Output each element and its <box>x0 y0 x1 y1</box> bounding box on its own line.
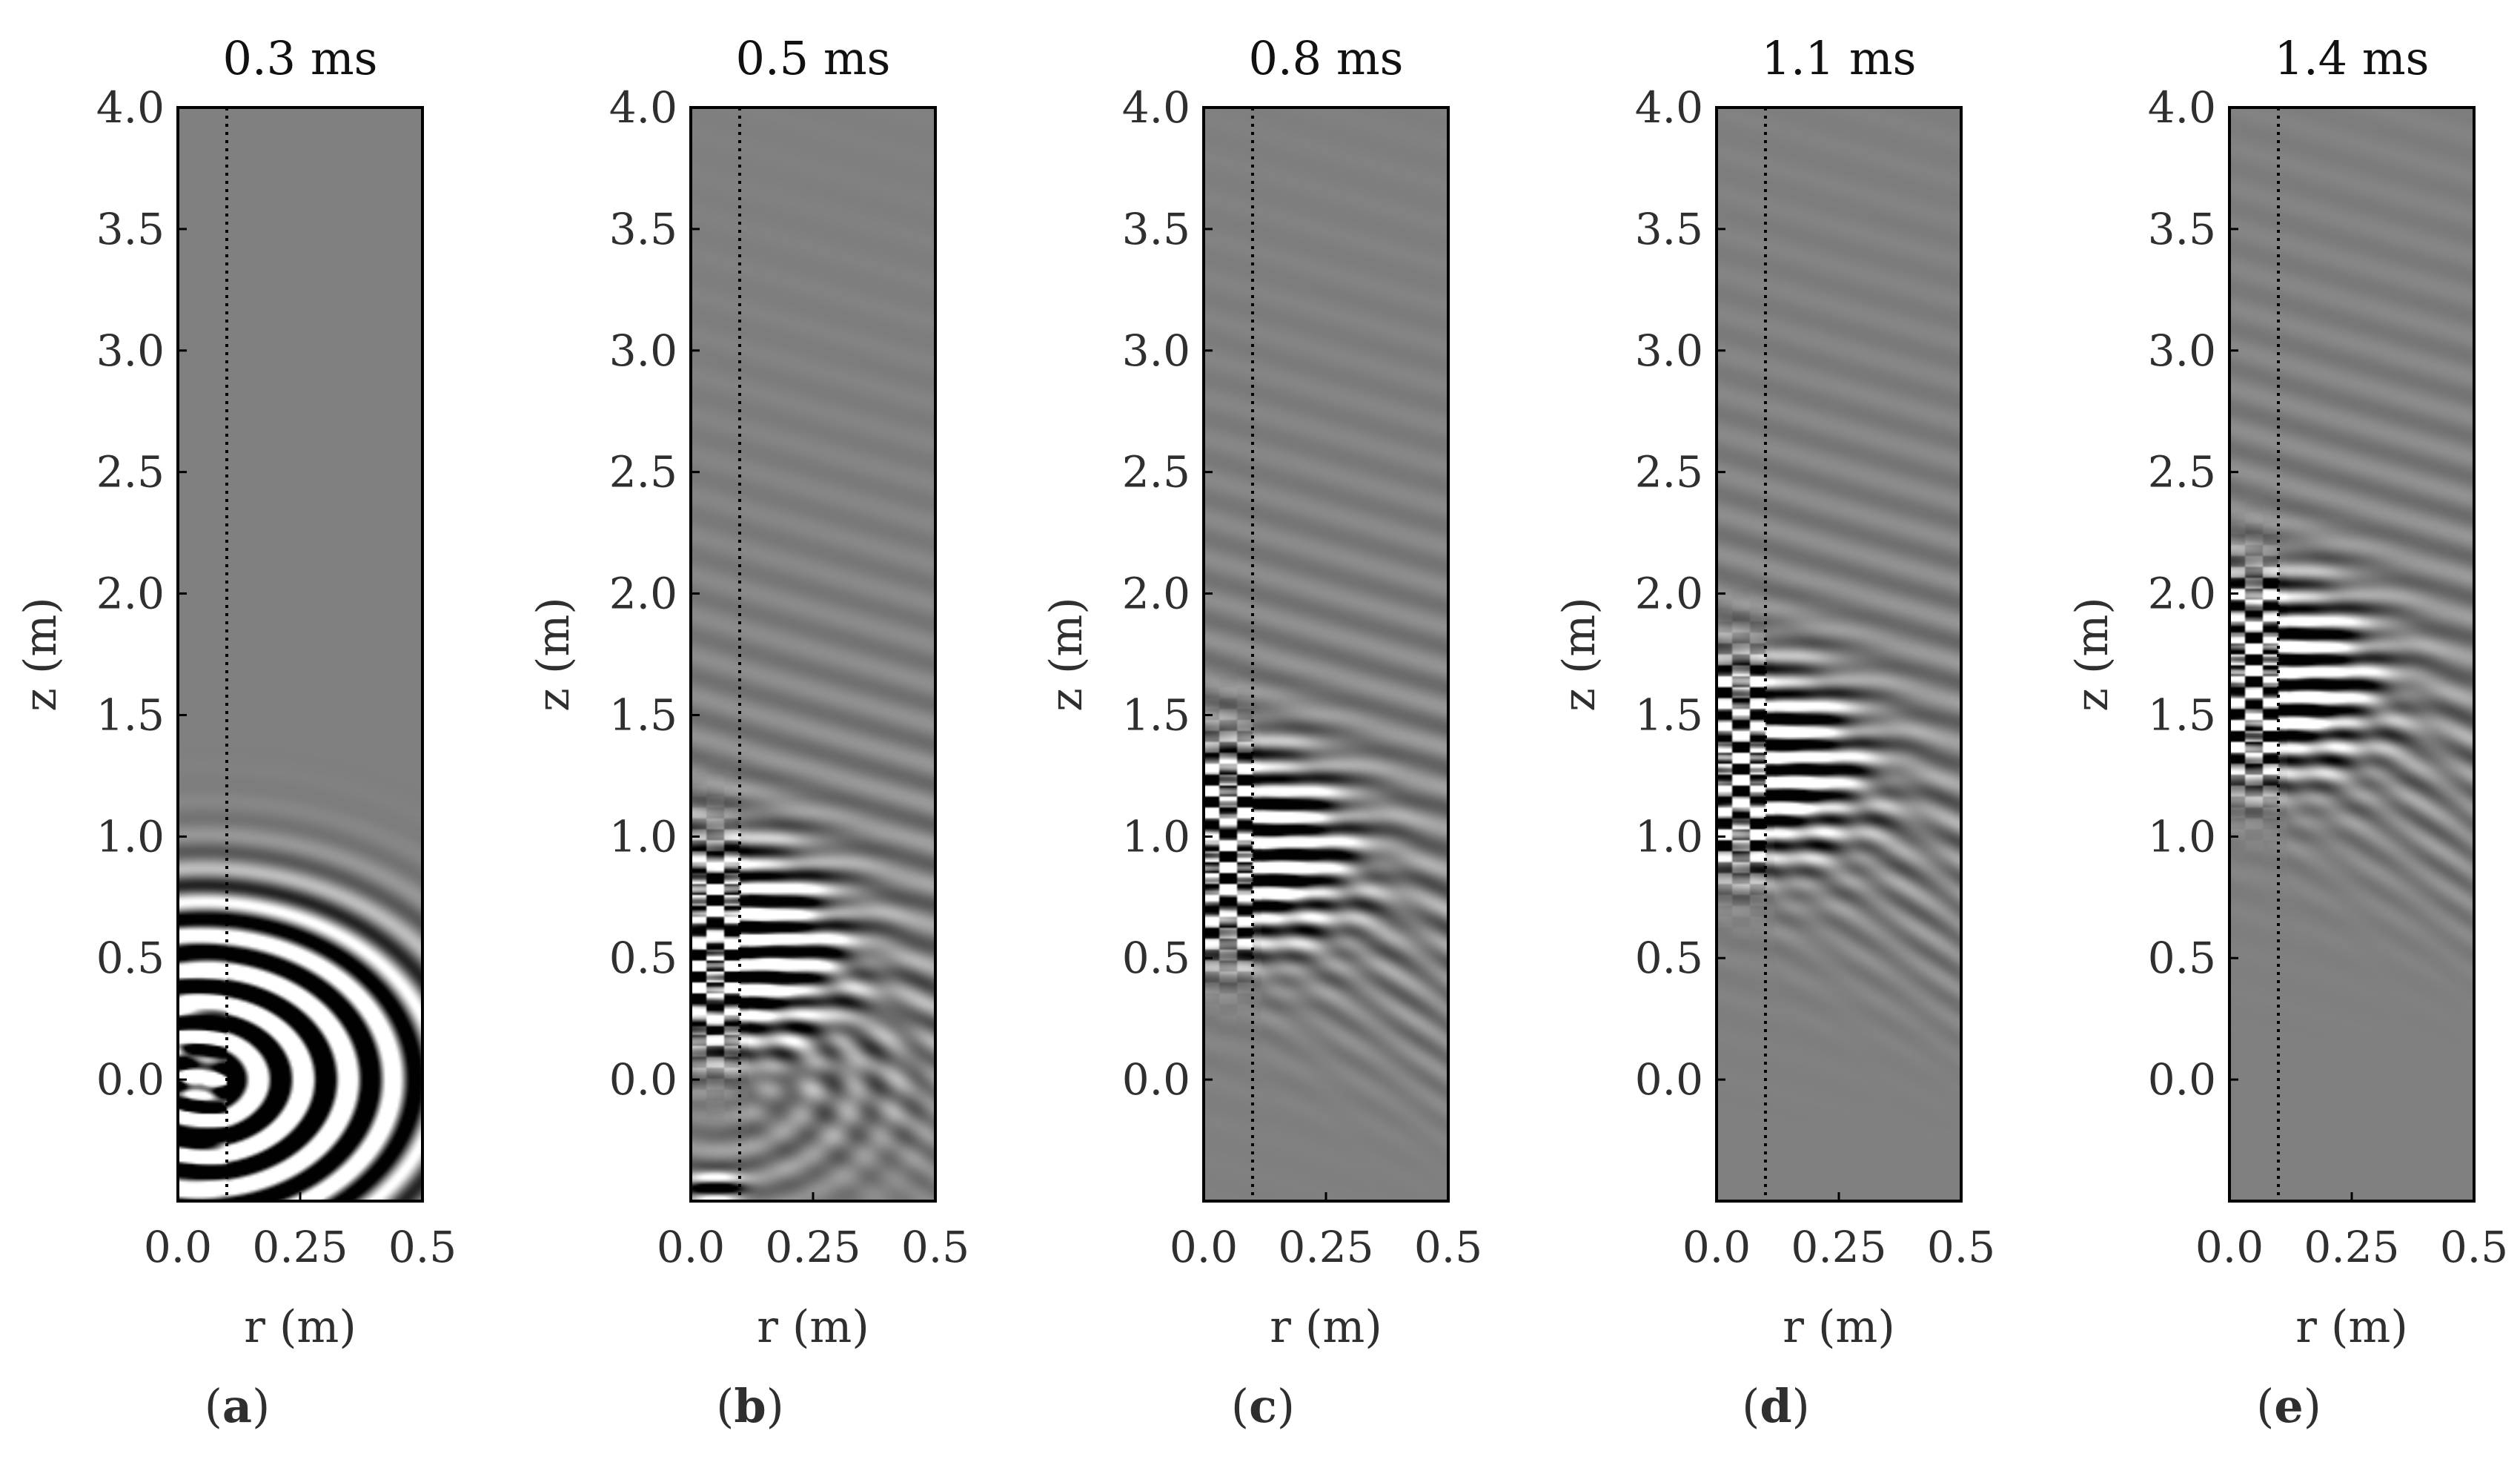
y-tick-label: 0.5 <box>2148 933 2216 983</box>
x-axis-label: r (m) <box>1783 1301 1894 1353</box>
y-tick-label: 2.5 <box>1122 447 1190 497</box>
x-tick-label: 0.25 <box>765 1222 861 1272</box>
panel-e: 1.4 ms 0.0 0.5 1.0 1.5 2.0 2.5 3.0 3.5 4.0 0.0 0.25… <box>2066 31 2508 1433</box>
y-tick-label: 2.5 <box>609 447 677 497</box>
panel-d: 1.1 ms 0.0 0.5 1.0 1.5 2.0 2.5 3.0 3.5 4.0 0.0 0.25… <box>1554 31 1995 1433</box>
panel-c: 0.8 ms 0.0 0.5 1.0 1.5 2.0 2.5 3.0 3.5 4.0 0.0 0.25… <box>1041 31 1482 1433</box>
y-tick-label: 0.0 <box>609 1054 677 1105</box>
y-axis-label: z (m) <box>15 597 67 711</box>
y-tick-label: 3.5 <box>1122 204 1190 254</box>
y-tick-label: 1.5 <box>2148 690 2216 740</box>
y-tick-label: 3.5 <box>1635 204 1703 254</box>
panel-title: 1.4 ms <box>2275 31 2430 85</box>
y-tick-label: 4.0 <box>609 82 677 133</box>
y-tick-label: 0.5 <box>96 933 165 983</box>
x-tick-label: 0.0 <box>657 1222 725 1272</box>
x-tick-label: 0.25 <box>2304 1222 2399 1272</box>
x-tick-label: 0.25 <box>1791 1222 1886 1272</box>
y-tick-label: 1.5 <box>609 690 677 740</box>
y-tick-label: 0.5 <box>1635 933 1703 983</box>
y-tick-label: 3.0 <box>609 325 677 376</box>
y-tick-label: 3.0 <box>2148 325 2216 376</box>
panel-b: 0.5 ms 0.0 0.5 1.0 1.5 2.0 2.5 3.0 3.5 4.0 0.0 0.25… <box>528 31 969 1433</box>
y-tick-label: 3.5 <box>96 204 165 254</box>
x-tick-label: 0.25 <box>1278 1222 1373 1272</box>
y-tick-label: 2.0 <box>96 569 165 619</box>
y-tick-label: 1.0 <box>96 811 165 862</box>
wavefield-image <box>691 108 935 1201</box>
y-tick-label: 4.0 <box>1635 82 1703 133</box>
wavefield-image <box>1717 108 1961 1201</box>
y-tick-label: 1.5 <box>1635 690 1703 740</box>
y-axis-label: z (m) <box>528 597 580 711</box>
y-tick-label: 4.0 <box>96 82 165 133</box>
x-tick-label: 0.5 <box>388 1222 457 1272</box>
y-axis-label: z (m) <box>1554 597 1605 711</box>
y-tick-label: 3.0 <box>1122 325 1190 376</box>
panel-label: (b) <box>716 1379 784 1433</box>
y-tick-label: 3.5 <box>2148 204 2216 254</box>
y-tick-label: 0.0 <box>96 1054 165 1105</box>
wavefield-image <box>1204 108 1448 1201</box>
x-tick-label: 0.5 <box>901 1222 969 1272</box>
y-tick-label: 2.0 <box>609 569 677 619</box>
x-tick-label: 0.0 <box>1170 1222 1238 1272</box>
y-tick-label: 4.0 <box>1122 82 1190 133</box>
panel-a: 0.3 ms 0.0 0.5 1.0 1.5 2.0 2.5 3.0 3.5 4.0 0.0 0.25… <box>15 31 457 1433</box>
panel-title: 0.5 ms <box>736 31 891 85</box>
x-tick-label: 0.0 <box>2195 1222 2264 1272</box>
y-tick-label: 2.5 <box>96 447 165 497</box>
y-tick-label: 0.0 <box>1122 1054 1190 1105</box>
x-tick-label: 0.25 <box>252 1222 348 1272</box>
y-tick-label: 4.0 <box>2148 82 2216 133</box>
x-axis-label: r (m) <box>757 1301 869 1353</box>
y-tick-label: 0.0 <box>1635 1054 1703 1105</box>
wavefield-image <box>178 108 422 1201</box>
y-tick-label: 2.0 <box>1635 569 1703 619</box>
panel-label: (d) <box>1742 1379 1810 1433</box>
y-tick-label: 2.5 <box>1635 447 1703 497</box>
x-tick-label: 0.0 <box>1682 1222 1751 1272</box>
x-tick-label: 0.5 <box>1927 1222 1995 1272</box>
x-tick-label: 0.5 <box>1414 1222 1482 1272</box>
y-tick-label: 2.5 <box>2148 447 2216 497</box>
panel-title: 0.8 ms <box>1249 31 1404 85</box>
y-tick-label: 1.0 <box>1635 811 1703 862</box>
y-tick-label: 1.5 <box>96 690 165 740</box>
panel-label: (a) <box>205 1379 271 1433</box>
y-tick-label: 3.0 <box>96 325 165 376</box>
y-tick-label: 2.0 <box>2148 569 2216 619</box>
x-tick-label: 0.5 <box>2440 1222 2508 1272</box>
y-tick-label: 0.0 <box>2148 1054 2216 1105</box>
y-tick-label: 2.0 <box>1122 569 1190 619</box>
y-tick-label: 3.0 <box>1635 325 1703 376</box>
y-tick-label: 1.0 <box>2148 811 2216 862</box>
y-tick-label: 1.0 <box>609 811 677 862</box>
y-axis-label: z (m) <box>1041 597 1092 711</box>
panel-label: (e) <box>2256 1379 2321 1433</box>
x-axis-label: r (m) <box>2295 1301 2407 1353</box>
x-tick-label: 0.0 <box>144 1222 212 1272</box>
panel-label: (c) <box>1231 1379 1295 1433</box>
wavefield-image <box>2229 108 2474 1201</box>
y-tick-label: 0.5 <box>609 933 677 983</box>
panel-title: 1.1 ms <box>1762 31 1917 85</box>
x-axis-label: r (m) <box>1270 1301 1382 1353</box>
y-tick-label: 1.0 <box>1122 811 1190 862</box>
panel-title: 0.3 ms <box>223 31 378 85</box>
y-tick-label: 0.5 <box>1122 933 1190 983</box>
y-tick-label: 1.5 <box>1122 690 1190 740</box>
x-axis-label: r (m) <box>244 1301 356 1353</box>
y-tick-label: 3.5 <box>609 204 677 254</box>
y-axis-label: z (m) <box>2066 597 2118 711</box>
